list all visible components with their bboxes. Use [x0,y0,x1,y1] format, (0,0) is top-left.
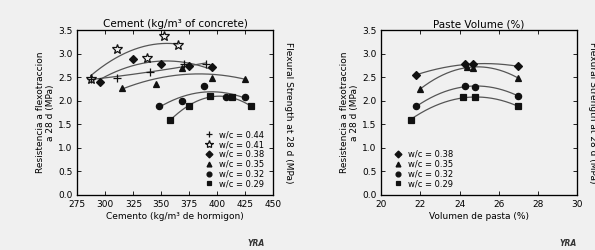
Text: YRA: YRA [560,238,577,248]
Y-axis label: Flexural Strength at 28 d (MPa): Flexural Strength at 28 d (MPa) [588,42,595,183]
X-axis label: Volumen de pasta (%): Volumen de pasta (%) [429,212,529,221]
Title: Paste Volume (%): Paste Volume (%) [434,19,525,29]
Legend: w/c = 0.44, w/c = 0.41, w/c = 0.38, w/c = 0.35, w/c = 0.32, w/c = 0.29: w/c = 0.44, w/c = 0.41, w/c = 0.38, w/c … [200,129,265,189]
Y-axis label: Resistencia a flexotraccion
a 28 d (MPa): Resistencia a flexotraccion a 28 d (MPa) [340,52,359,173]
Y-axis label: Flexural Strength at 28 d (MPa): Flexural Strength at 28 d (MPa) [284,42,293,183]
Text: YRA: YRA [248,238,265,248]
X-axis label: Cemento (kg/m³ de hormigon): Cemento (kg/m³ de hormigon) [107,212,244,221]
Title: Cement (kg/m³ of concrete): Cement (kg/m³ of concrete) [103,19,248,29]
Legend: w/c = 0.38, w/c = 0.35, w/c = 0.32, w/c = 0.29: w/c = 0.38, w/c = 0.35, w/c = 0.32, w/c … [389,149,455,189]
Y-axis label: Resistencia a flexotraccion
a 28 d (MPa): Resistencia a flexotraccion a 28 d (MPa) [36,52,55,173]
